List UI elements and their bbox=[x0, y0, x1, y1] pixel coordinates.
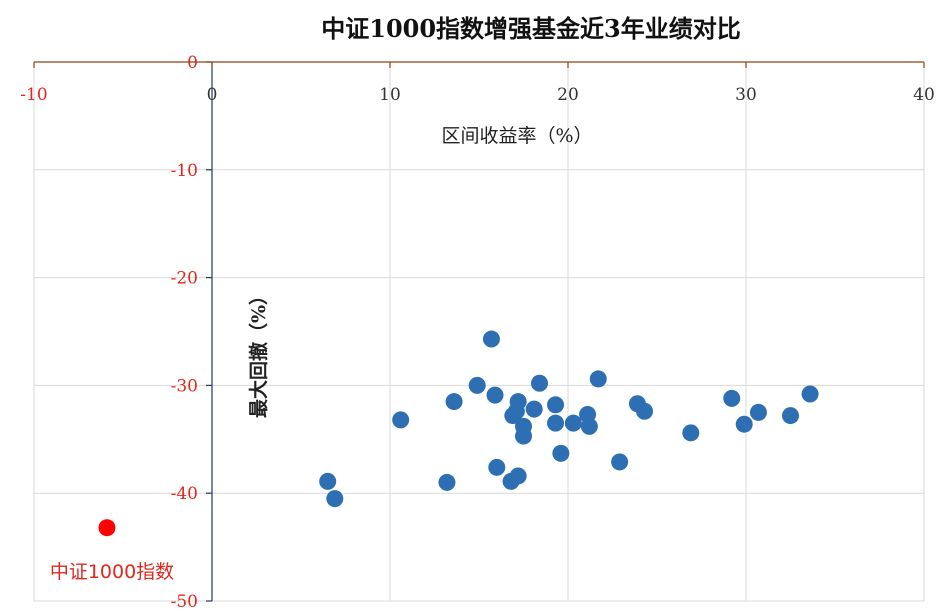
fund-point-20 bbox=[552, 444, 570, 462]
fund-point-23 bbox=[580, 417, 598, 435]
fund-point-31 bbox=[749, 403, 767, 421]
fund-point-17 bbox=[531, 374, 549, 392]
fund-point-21 bbox=[564, 414, 582, 432]
index-annotation: 中证1000指数 bbox=[50, 561, 174, 583]
fund-point-16 bbox=[525, 400, 543, 418]
fund-point-2 bbox=[392, 411, 410, 429]
y-axis-label: 最大回撤（%） bbox=[247, 286, 270, 418]
fund-point-8 bbox=[488, 458, 506, 476]
fund-point-15 bbox=[515, 427, 532, 445]
fund-point-1 bbox=[326, 490, 344, 508]
x-tick-label-3: 20 bbox=[557, 85, 579, 105]
fund-point-25 bbox=[611, 453, 629, 471]
y-tick-label-1: -10 bbox=[171, 161, 198, 181]
x-tick-label-2: 10 bbox=[379, 85, 401, 105]
y-tick-label-2: -20 bbox=[171, 269, 198, 289]
fund-point-33 bbox=[801, 385, 819, 403]
fund-point-13 bbox=[509, 467, 527, 485]
fund-point-28 bbox=[682, 424, 700, 442]
data-points bbox=[98, 330, 819, 537]
y-tick-label-4: -40 bbox=[171, 484, 198, 504]
fund-point-18 bbox=[547, 414, 565, 432]
axes bbox=[33, 61, 925, 602]
fund-point-29 bbox=[723, 389, 741, 407]
fund-point-12 bbox=[509, 393, 527, 411]
index-point-0 bbox=[98, 519, 116, 537]
fund-point-19 bbox=[547, 396, 565, 414]
y-tick-label-5: -50 bbox=[171, 592, 198, 612]
fund-point-5 bbox=[468, 376, 486, 394]
y-tick-label-0: 0 bbox=[187, 53, 198, 73]
chart-title: 中证1000指数增强基金近3年业绩对比 bbox=[321, 14, 741, 43]
tick-labels: -10 0 10 20 30 40 0 -10 -20 -30 -40 -50 bbox=[20, 53, 935, 612]
fund-point-0 bbox=[319, 472, 337, 490]
fund-point-4 bbox=[445, 393, 463, 411]
fund-point-6 bbox=[482, 330, 500, 348]
fund-point-30 bbox=[735, 415, 753, 433]
x-tick-label-1: 0 bbox=[207, 85, 218, 105]
fund-point-7 bbox=[486, 386, 504, 404]
x-tick-label-0: -10 bbox=[20, 85, 47, 105]
fund-point-27 bbox=[636, 402, 654, 420]
x-tick-label-4: 30 bbox=[735, 85, 757, 105]
fund-point-3 bbox=[438, 473, 456, 491]
x-tick-label-5: 40 bbox=[913, 85, 935, 105]
fund-point-32 bbox=[782, 407, 799, 425]
x-axis-label: 区间收益率（%） bbox=[441, 125, 592, 147]
y-tick-label-3: -30 bbox=[171, 376, 198, 396]
fund-point-24 bbox=[589, 370, 607, 388]
